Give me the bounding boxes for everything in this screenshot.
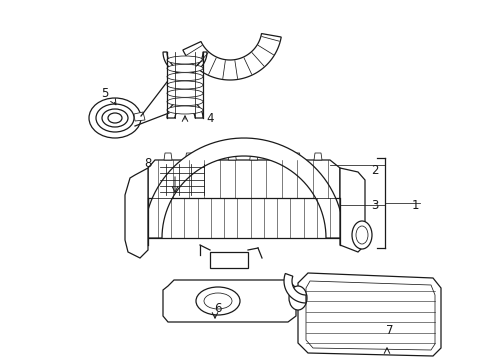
Polygon shape — [340, 168, 365, 252]
Ellipse shape — [96, 104, 134, 132]
Ellipse shape — [289, 286, 307, 310]
Polygon shape — [148, 160, 340, 205]
Text: 8: 8 — [145, 157, 152, 170]
Polygon shape — [168, 197, 178, 207]
Ellipse shape — [167, 81, 203, 89]
Polygon shape — [210, 252, 248, 268]
Polygon shape — [163, 52, 207, 74]
Polygon shape — [163, 280, 296, 322]
Polygon shape — [134, 112, 145, 121]
Ellipse shape — [168, 203, 178, 211]
Ellipse shape — [356, 226, 368, 244]
Ellipse shape — [204, 293, 232, 309]
Polygon shape — [250, 153, 258, 160]
Text: 3: 3 — [371, 198, 379, 212]
Text: 7: 7 — [386, 324, 394, 337]
Text: 2: 2 — [371, 163, 379, 176]
Polygon shape — [164, 153, 172, 160]
Polygon shape — [293, 153, 300, 160]
Polygon shape — [271, 153, 279, 160]
Ellipse shape — [89, 98, 141, 138]
Polygon shape — [158, 162, 206, 197]
Ellipse shape — [167, 73, 203, 81]
Polygon shape — [298, 273, 441, 356]
Text: 1: 1 — [411, 198, 419, 212]
Polygon shape — [183, 33, 281, 80]
Polygon shape — [207, 153, 215, 160]
Polygon shape — [144, 138, 344, 238]
Ellipse shape — [167, 106, 203, 114]
Ellipse shape — [308, 290, 324, 310]
Ellipse shape — [167, 89, 203, 97]
Ellipse shape — [167, 64, 203, 72]
Text: 4: 4 — [206, 112, 214, 125]
Polygon shape — [296, 290, 316, 308]
Ellipse shape — [102, 109, 128, 127]
Polygon shape — [284, 274, 306, 303]
Text: 5: 5 — [101, 86, 109, 99]
Ellipse shape — [167, 56, 203, 64]
Ellipse shape — [352, 221, 372, 249]
Text: 6: 6 — [214, 302, 222, 315]
Polygon shape — [306, 281, 435, 350]
Polygon shape — [185, 153, 194, 160]
Ellipse shape — [108, 113, 122, 123]
Ellipse shape — [167, 98, 203, 106]
Ellipse shape — [196, 287, 240, 315]
Polygon shape — [125, 168, 148, 258]
Polygon shape — [148, 198, 340, 238]
Polygon shape — [314, 153, 322, 160]
Polygon shape — [228, 153, 236, 160]
Polygon shape — [167, 100, 203, 118]
